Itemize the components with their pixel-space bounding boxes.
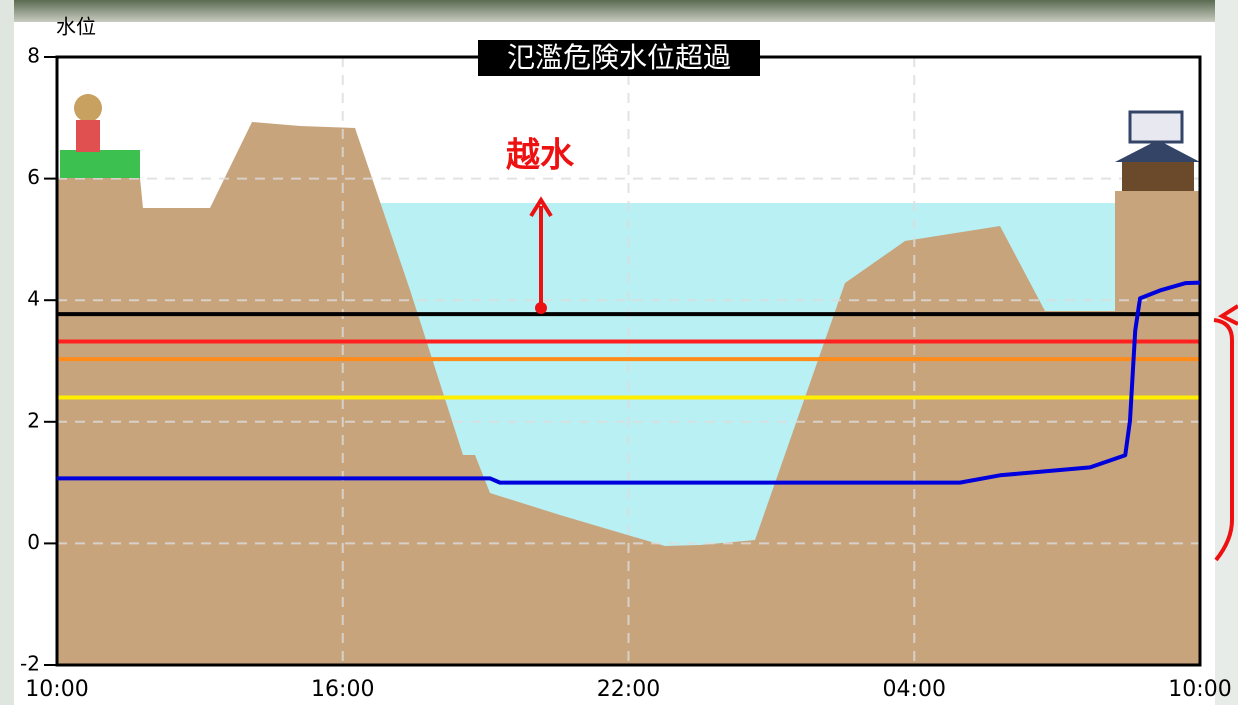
house-icon — [1115, 110, 1200, 191]
chart-title: 氾濫危険水位超過 — [507, 41, 731, 74]
y-tick-label: 2 — [27, 408, 40, 432]
level-lines — [57, 312, 1200, 400]
arrow-head — [529, 196, 553, 218]
title-bg — [478, 40, 760, 76]
x-tick-label: 22:00 — [597, 677, 660, 702]
arrow-dot — [535, 302, 547, 314]
bracket — [1213, 318, 1234, 562]
farmer-icon — [60, 94, 140, 178]
photo-strip — [0, 0, 1238, 22]
left-frame — [0, 0, 14, 705]
annotation: 越水 — [506, 136, 575, 176]
y-tick-label: 6 — [27, 165, 40, 189]
x-tick-label: 04:00 — [883, 677, 946, 702]
y-tick-label: 4 — [27, 287, 40, 311]
x-tick-label: 10:00 — [1168, 677, 1231, 702]
x-tick-label: 16:00 — [311, 677, 374, 702]
x-tick-label: 10:00 — [25, 677, 88, 702]
water-level-line — [57, 280, 1201, 485]
right-frame — [1215, 0, 1238, 705]
y-tick-label: 8 — [27, 44, 40, 68]
y-tick-label: -2 — [20, 652, 40, 676]
bracket-arrow — [1217, 304, 1238, 326]
grid — [57, 57, 1200, 665]
y-tick-label: 0 — [27, 530, 40, 554]
y-axis-label: 水位 — [56, 15, 96, 39]
